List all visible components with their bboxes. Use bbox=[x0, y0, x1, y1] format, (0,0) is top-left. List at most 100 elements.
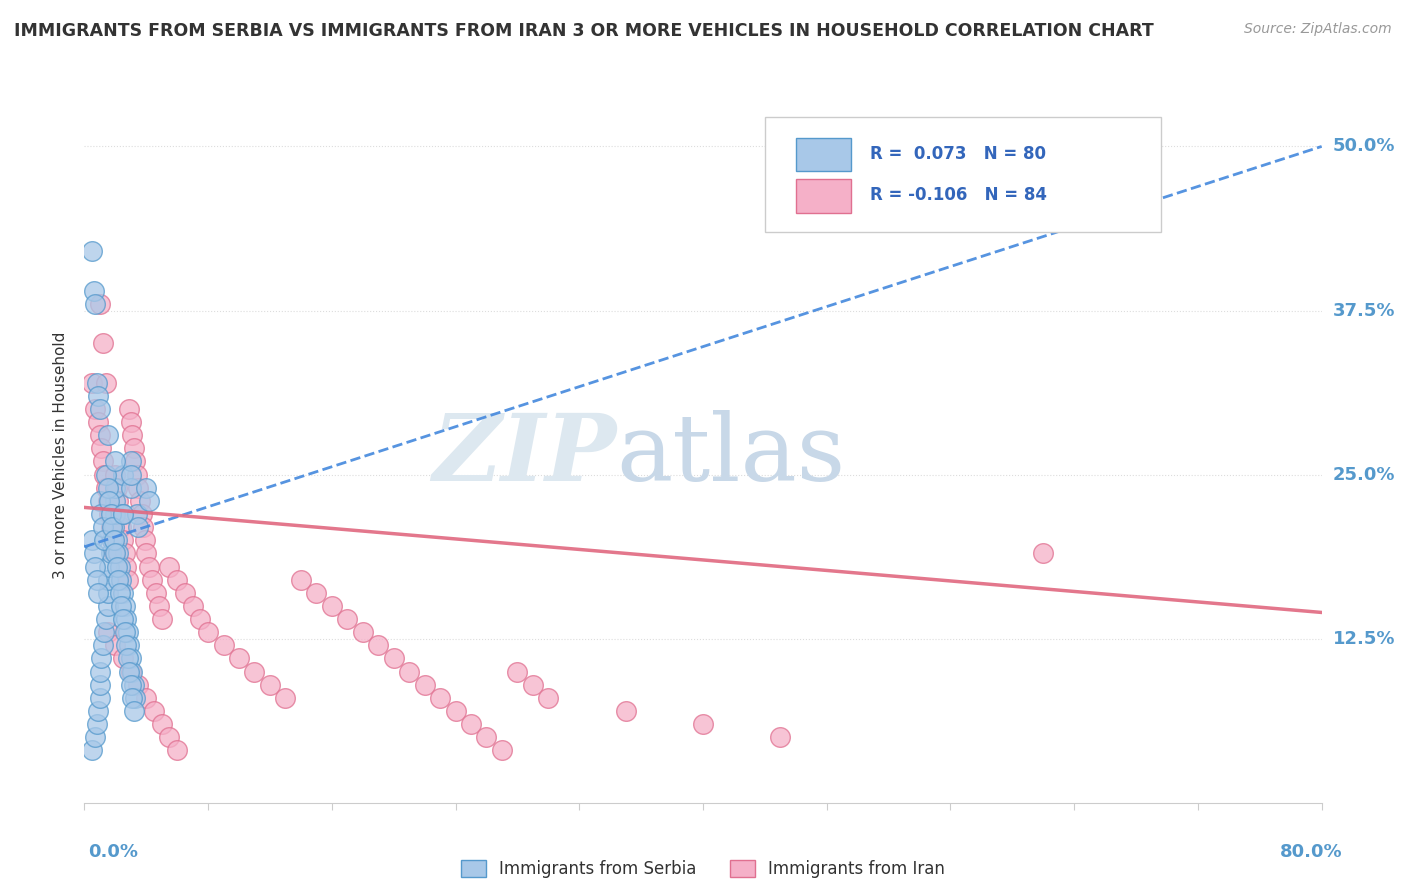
Point bbox=[166, 573, 188, 587]
Point bbox=[121, 690, 143, 705]
Point bbox=[84, 401, 107, 416]
Point bbox=[321, 599, 343, 613]
Point bbox=[112, 586, 135, 600]
Point bbox=[692, 717, 714, 731]
Point bbox=[124, 690, 146, 705]
Point bbox=[112, 651, 135, 665]
Point bbox=[491, 743, 513, 757]
Point bbox=[117, 573, 139, 587]
Point bbox=[115, 612, 138, 626]
Point bbox=[117, 651, 139, 665]
Point bbox=[94, 467, 117, 482]
Point bbox=[135, 690, 157, 705]
Point bbox=[769, 730, 792, 744]
Point bbox=[96, 599, 118, 613]
Point bbox=[112, 612, 135, 626]
Point bbox=[181, 599, 204, 613]
Point bbox=[108, 507, 131, 521]
Point bbox=[91, 336, 114, 351]
Point bbox=[104, 494, 127, 508]
Point bbox=[91, 454, 114, 468]
Point bbox=[174, 586, 197, 600]
Point bbox=[110, 573, 132, 587]
Point bbox=[89, 690, 111, 705]
Point bbox=[188, 612, 211, 626]
Point bbox=[131, 507, 153, 521]
Point bbox=[522, 678, 544, 692]
Text: Source: ZipAtlas.com: Source: ZipAtlas.com bbox=[1244, 22, 1392, 37]
Point bbox=[89, 678, 111, 692]
Point bbox=[125, 507, 148, 521]
Point bbox=[112, 507, 135, 521]
Point bbox=[118, 401, 141, 416]
Point bbox=[150, 612, 173, 626]
Point bbox=[120, 481, 142, 495]
Text: ZIP: ZIP bbox=[432, 410, 616, 500]
Text: 80.0%: 80.0% bbox=[1279, 843, 1343, 861]
Point bbox=[91, 638, 114, 652]
Point bbox=[197, 625, 219, 640]
Point bbox=[86, 717, 108, 731]
Point bbox=[87, 389, 110, 403]
Point bbox=[367, 638, 389, 652]
Point bbox=[108, 559, 131, 574]
Point bbox=[84, 297, 107, 311]
Point bbox=[129, 494, 152, 508]
Point bbox=[243, 665, 266, 679]
Point bbox=[108, 586, 131, 600]
Point bbox=[86, 573, 108, 587]
Point bbox=[93, 533, 115, 548]
Point bbox=[120, 454, 142, 468]
Point bbox=[104, 638, 127, 652]
Point bbox=[101, 533, 124, 548]
Point bbox=[107, 494, 129, 508]
Point bbox=[166, 743, 188, 757]
Point bbox=[444, 704, 467, 718]
Point bbox=[148, 599, 170, 613]
Point bbox=[352, 625, 374, 640]
Point bbox=[84, 559, 107, 574]
Point bbox=[382, 651, 405, 665]
Point bbox=[83, 546, 105, 560]
Point bbox=[120, 415, 142, 429]
Point bbox=[290, 573, 312, 587]
Point bbox=[94, 481, 117, 495]
Point bbox=[212, 638, 235, 652]
Point bbox=[94, 612, 117, 626]
Text: 50.0%: 50.0% bbox=[1333, 137, 1395, 155]
Point bbox=[132, 520, 155, 534]
Point bbox=[127, 520, 149, 534]
Point bbox=[83, 284, 105, 298]
Point bbox=[336, 612, 359, 626]
Point bbox=[138, 559, 160, 574]
Point bbox=[124, 454, 146, 468]
Point bbox=[86, 376, 108, 390]
Point bbox=[112, 533, 135, 548]
Point bbox=[274, 690, 297, 705]
Y-axis label: 3 or more Vehicles in Household: 3 or more Vehicles in Household bbox=[53, 331, 69, 579]
Point bbox=[145, 586, 167, 600]
Point bbox=[120, 678, 142, 692]
Point bbox=[143, 704, 166, 718]
Point bbox=[120, 651, 142, 665]
Point bbox=[104, 467, 127, 482]
Text: 25.0%: 25.0% bbox=[1333, 466, 1395, 483]
Point bbox=[121, 428, 143, 442]
Point bbox=[89, 428, 111, 442]
Point bbox=[90, 507, 112, 521]
Point bbox=[121, 665, 143, 679]
Point bbox=[90, 651, 112, 665]
Text: 0.0%: 0.0% bbox=[89, 843, 139, 861]
Bar bbox=[796, 137, 852, 171]
Text: R =  0.073   N = 80: R = 0.073 N = 80 bbox=[870, 145, 1046, 162]
Point bbox=[614, 704, 637, 718]
Point bbox=[96, 428, 118, 442]
Point bbox=[118, 638, 141, 652]
Text: atlas: atlas bbox=[616, 410, 845, 500]
Text: 12.5%: 12.5% bbox=[1333, 630, 1395, 648]
Point bbox=[460, 717, 482, 731]
Point bbox=[112, 467, 135, 482]
Point bbox=[82, 376, 104, 390]
Point bbox=[135, 546, 157, 560]
Point bbox=[159, 730, 180, 744]
